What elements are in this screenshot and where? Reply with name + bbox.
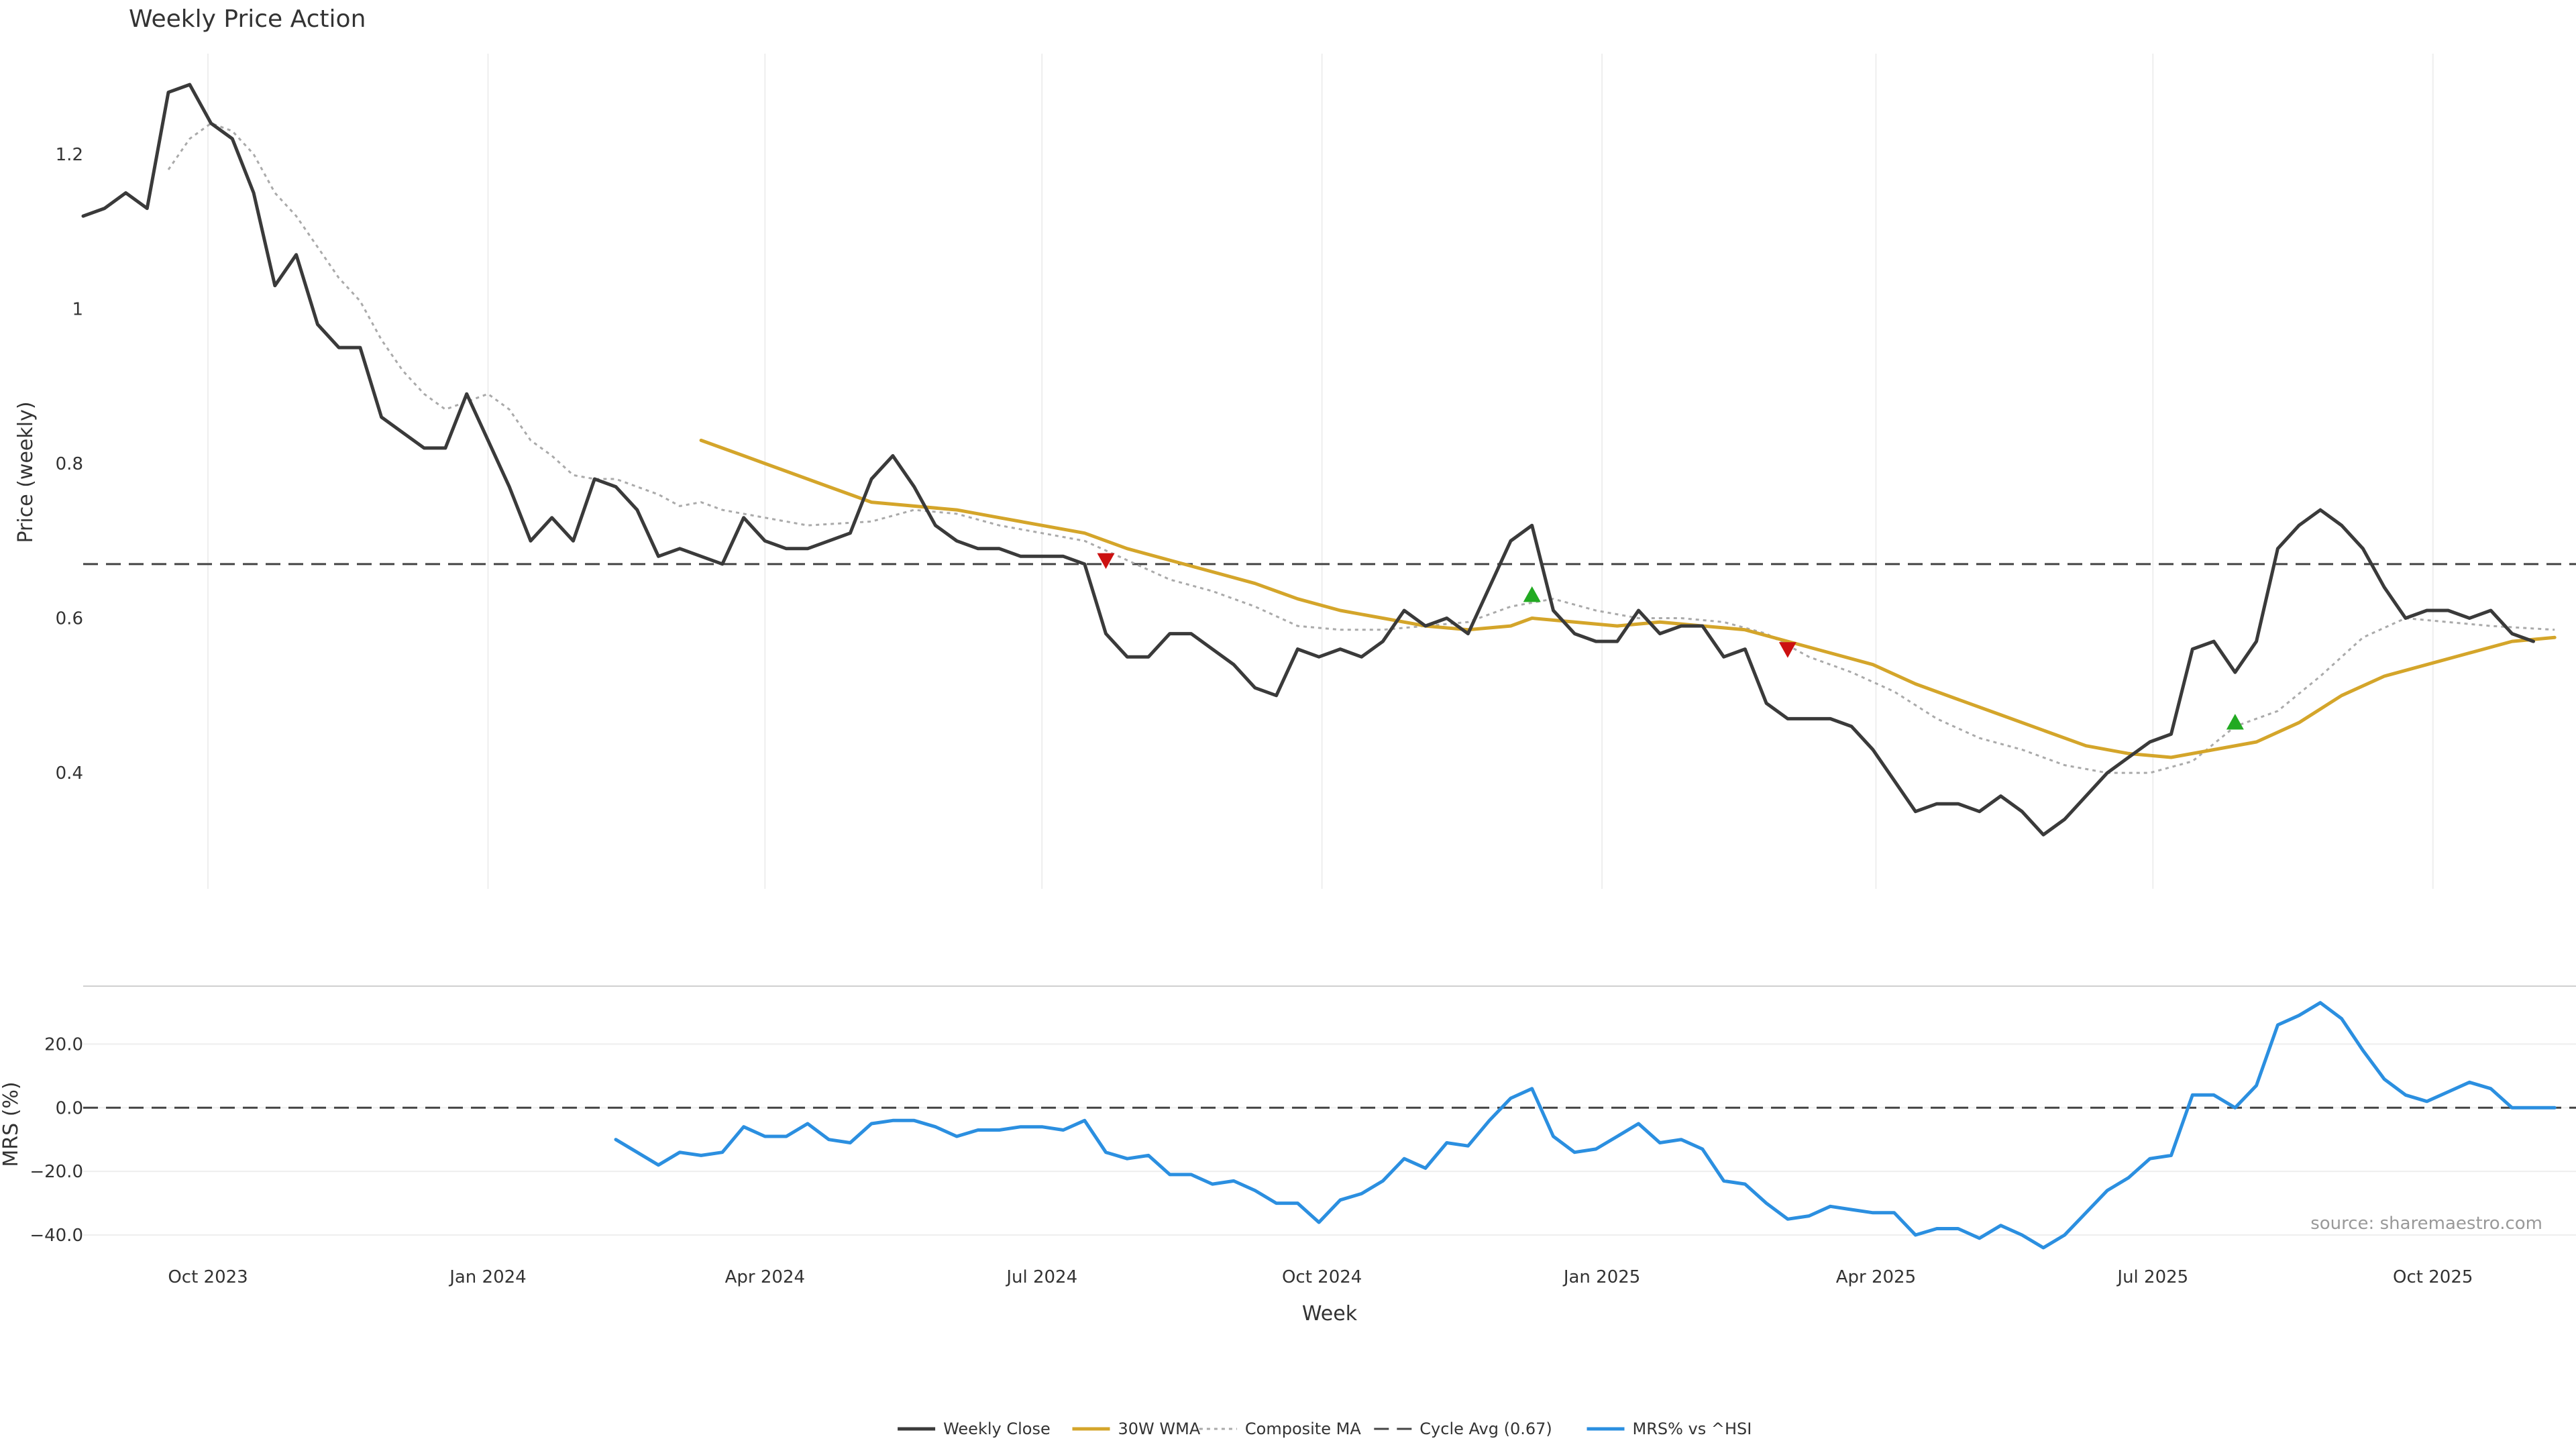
x-axis-ticks: Oct 2023 Jan 2024 Apr 2024 Jul 2024 Oct 2024… bbox=[168, 1267, 2473, 1287]
mrs-y-axis-label: MRS (%) bbox=[0, 1081, 23, 1167]
chart-title: Weekly Price Action bbox=[129, 5, 366, 33]
legend: Weekly Close 30W WMA Composite MA Cycle Avg… bbox=[898, 1419, 1752, 1438]
legend-label-30w-wma: 30W WMA bbox=[1118, 1419, 1201, 1438]
signal-marker-down-1 bbox=[1097, 553, 1115, 570]
legend-label-composite-ma: Composite MA bbox=[1245, 1419, 1361, 1438]
signal-markers bbox=[1097, 553, 2244, 730]
series-weekly-close bbox=[81, 83, 2535, 837]
signal-marker-down-3 bbox=[1778, 642, 1796, 658]
mrs-gridlines bbox=[83, 1043, 2576, 1236]
mrs-y-ticks: −40.0 −20.0 0.0 20.0 bbox=[30, 1034, 83, 1246]
series-mrs-vs-hsi bbox=[614, 1001, 2557, 1250]
series-30w-wma bbox=[699, 438, 2557, 759]
price-y-tick-1: 1 bbox=[72, 299, 83, 319]
price-y-axis-label: Price (weekly) bbox=[14, 401, 38, 543]
x-tick-jul-2024: Jul 2024 bbox=[1005, 1267, 1077, 1287]
price-y-tick-0-8: 0.8 bbox=[56, 454, 83, 474]
x-tick-oct-2024: Oct 2024 bbox=[1282, 1267, 1362, 1287]
legend-label-mrs-vs-hsi: MRS% vs ^HSI bbox=[1633, 1419, 1752, 1438]
x-tick-apr-2024: Apr 2024 bbox=[725, 1267, 805, 1287]
x-tick-jan-2025: Jan 2025 bbox=[1562, 1267, 1641, 1287]
legend-label-weekly-close: Weekly Close bbox=[943, 1419, 1051, 1438]
mrs-y-tick-40-0: −40.0 bbox=[30, 1226, 83, 1246]
price-y-tick-1-2: 1.2 bbox=[56, 145, 83, 165]
mrs-y-tick-20-0: 20.0 bbox=[44, 1034, 83, 1055]
x-tick-jan-2024: Jan 2024 bbox=[448, 1267, 527, 1287]
price-y-tick-0-4: 0.4 bbox=[56, 763, 83, 784]
mrs-series bbox=[83, 1001, 2576, 1250]
price-y-tick-0-6: 0.6 bbox=[56, 609, 83, 629]
source-note: source: sharemaestro.com bbox=[2310, 1214, 2542, 1234]
x-tick-apr-2025: Apr 2025 bbox=[1836, 1267, 1916, 1287]
legend-label-cycle-avg-0-67: Cycle Avg (0.67) bbox=[1419, 1419, 1552, 1438]
price-y-ticks: 0.4 0.6 0.8 1 1.2 bbox=[56, 145, 83, 784]
signal-marker-up-2 bbox=[1523, 586, 1541, 602]
x-tick-oct-2025: Oct 2025 bbox=[2393, 1267, 2473, 1287]
price-series bbox=[81, 83, 2576, 837]
series-composite-ma bbox=[167, 122, 2555, 774]
x-tick-jul-2025: Jul 2025 bbox=[2116, 1267, 2188, 1287]
x-axis-label: Week bbox=[1302, 1302, 1358, 1326]
mrs-y-tick-20-0: −20.0 bbox=[30, 1162, 83, 1182]
signal-marker-up-4 bbox=[2226, 714, 2244, 730]
price-gridlines bbox=[207, 54, 2434, 889]
mrs-y-tick-0-0: 0.0 bbox=[56, 1098, 83, 1118]
x-tick-oct-2023: Oct 2023 bbox=[168, 1267, 248, 1287]
